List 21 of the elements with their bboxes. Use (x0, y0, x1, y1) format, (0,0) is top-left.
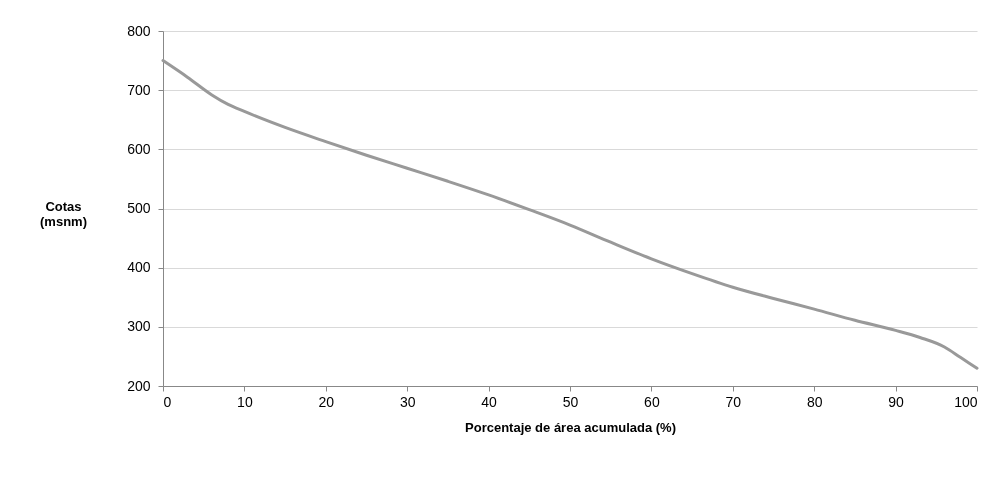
y-tick-label: 500 (127, 200, 151, 216)
x-tick-label: 100 (954, 393, 978, 410)
y-tick-label: 700 (127, 81, 151, 98)
y-tick-label: 200 (127, 377, 151, 394)
y-tick-label: 300 (127, 318, 151, 335)
x-tick-label: 0 (163, 393, 172, 410)
y-tick-label: 400 (127, 259, 151, 276)
x-tick-label: 60 (644, 393, 660, 410)
x-tick-label: 20 (318, 393, 335, 410)
y-tick-label: 800 (127, 22, 151, 39)
x-tick-label: 10 (237, 393, 253, 410)
line-series (161, 59, 979, 370)
x-tick-label: 70 (725, 393, 742, 410)
x-axis-title: Porcentaje de área acumulada (%) (465, 419, 676, 435)
y-axis-title: Cotas (msnm) (40, 198, 87, 229)
y-tick-label: 600 (127, 140, 151, 157)
x-tick-label: 50 (562, 393, 579, 410)
x-tick-label: 40 (481, 393, 498, 410)
x-tick-label: 30 (399, 393, 416, 410)
x-tick-label: 90 (888, 393, 905, 410)
x-tick-label: 80 (806, 393, 823, 410)
